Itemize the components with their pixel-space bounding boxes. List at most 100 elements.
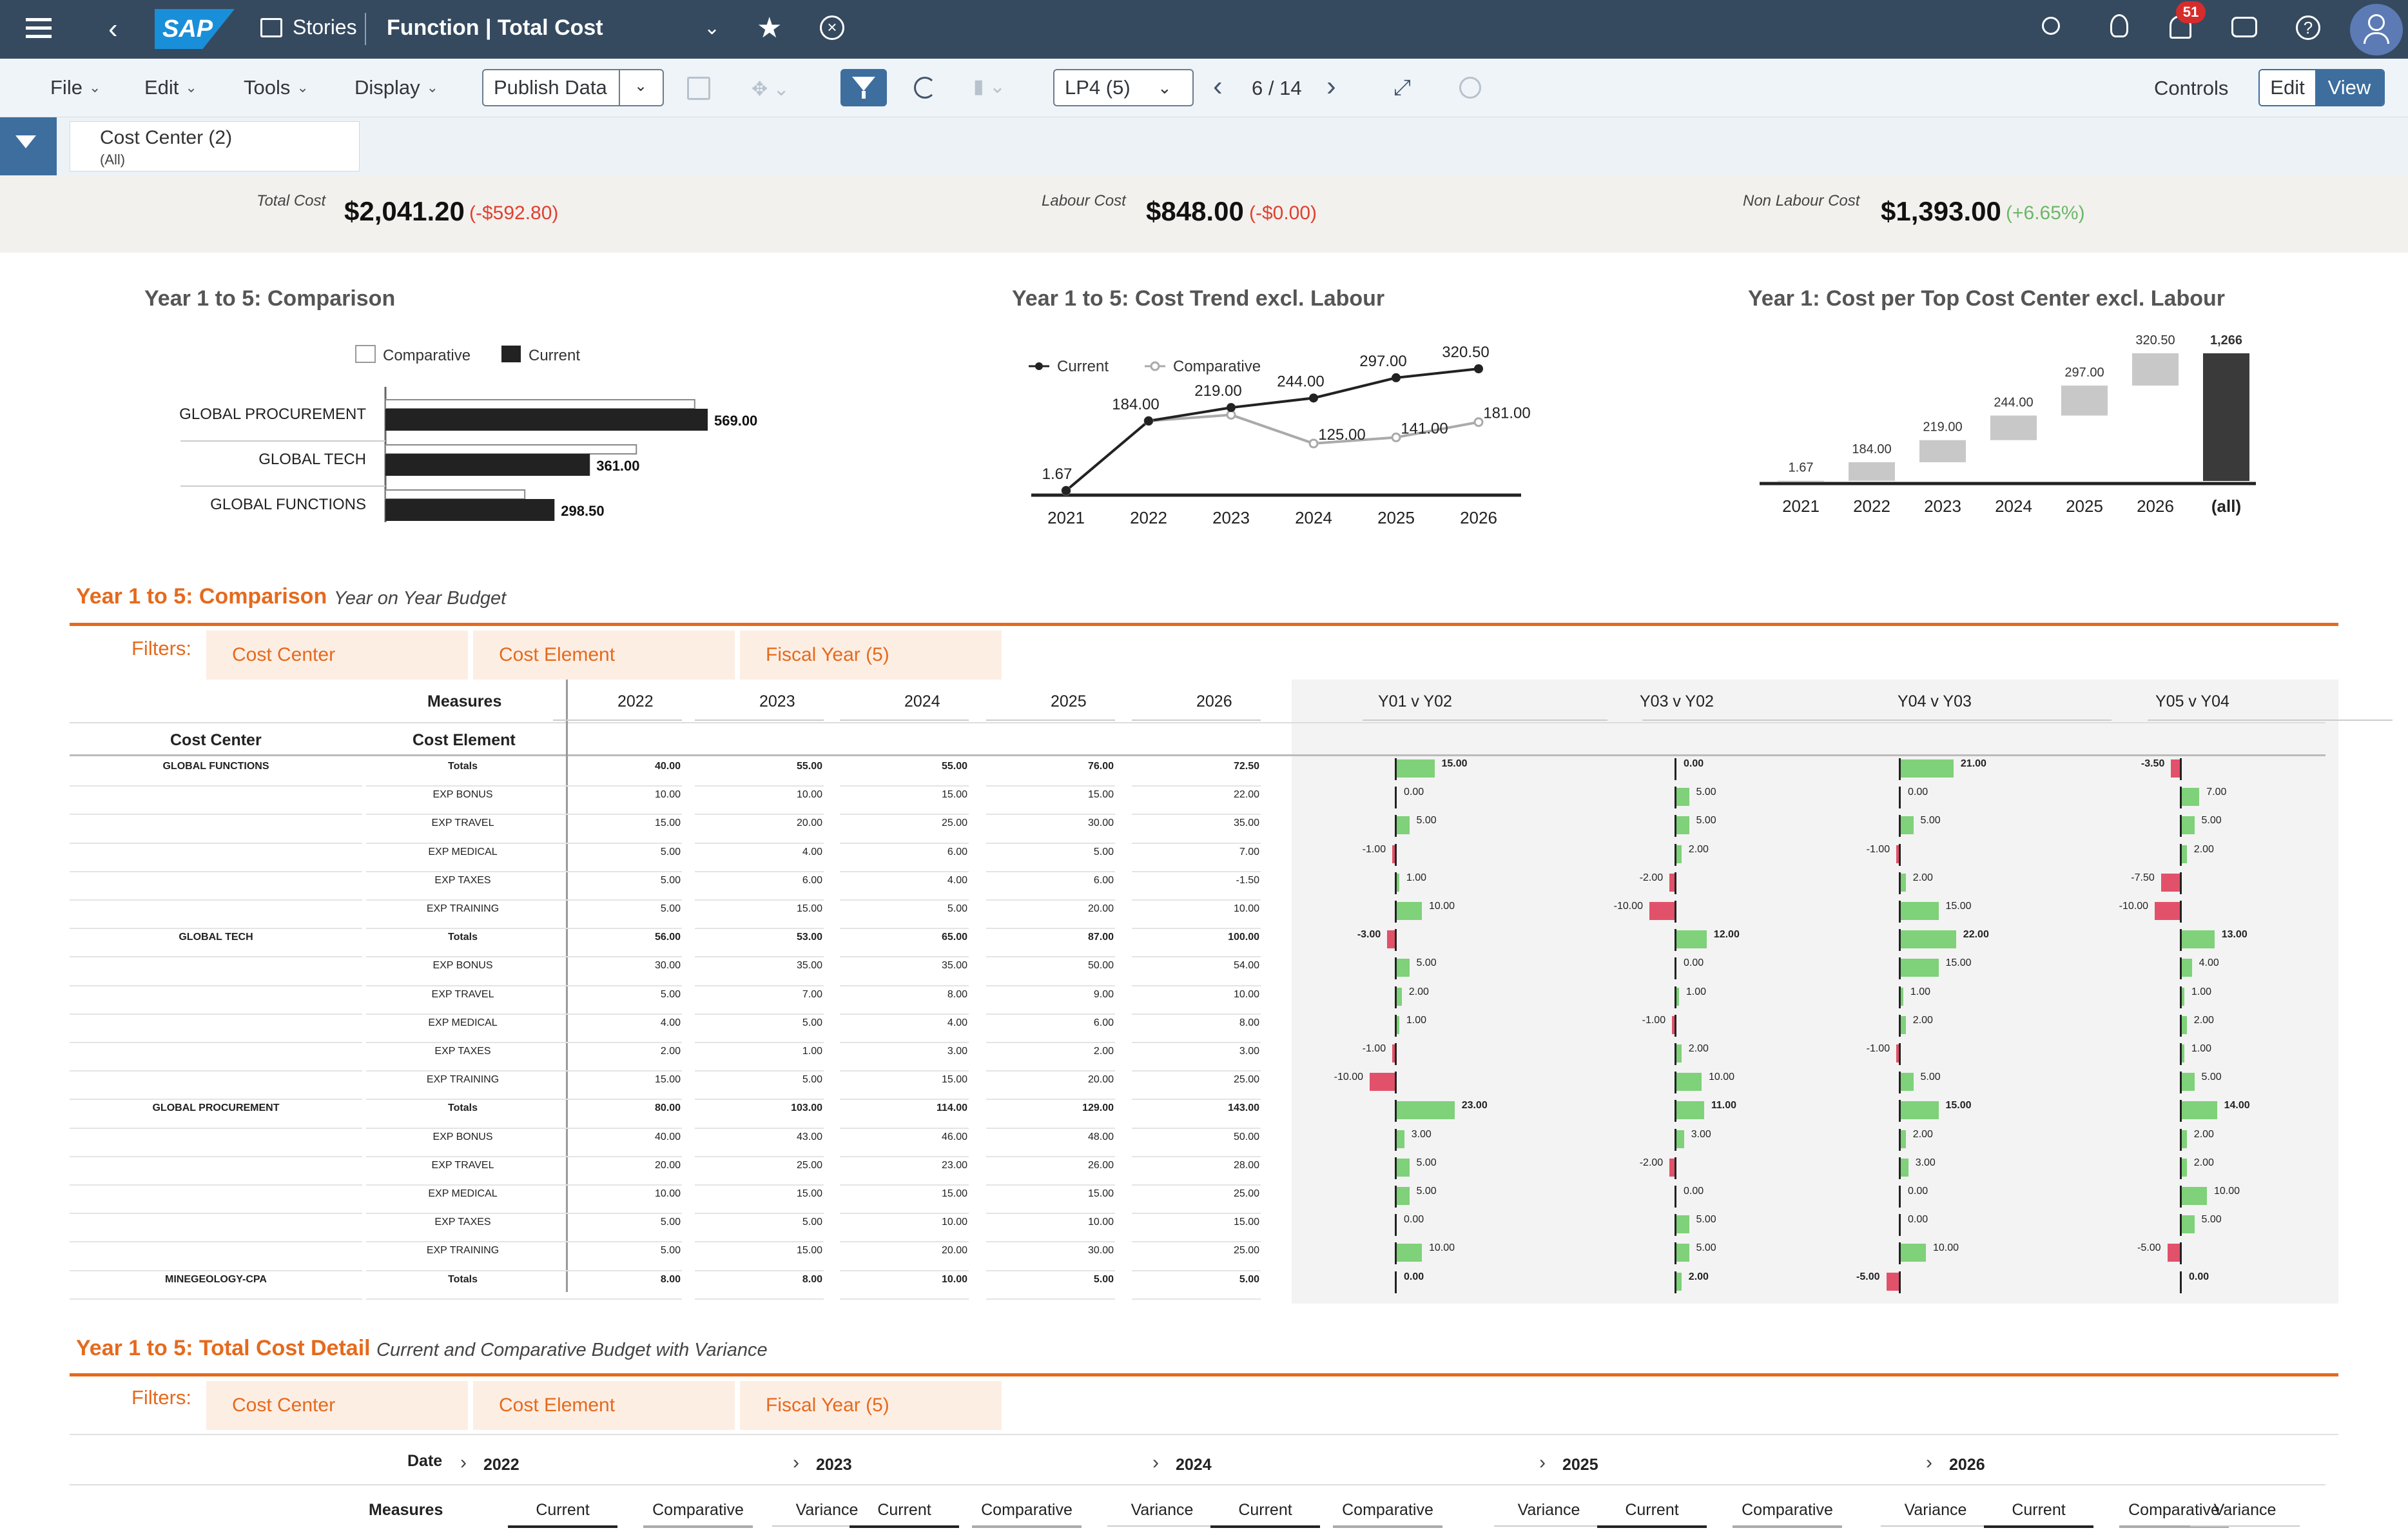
section1-filter-fiscal-year[interactable]: Fiscal Year (5) (740, 631, 1002, 680)
row-rule (840, 1099, 969, 1101)
variance-label: -2.00 (1639, 872, 1664, 883)
search-icon[interactable] (2042, 17, 2060, 35)
row-rule (840, 928, 969, 930)
value-cell: 15.00 (654, 1074, 681, 1086)
row-rule (366, 928, 559, 930)
row-rule (366, 1269, 559, 1271)
row-rule (70, 899, 362, 901)
variance-label: -10.00 (1334, 1072, 1363, 1083)
chevron-down-icon: ⌄ (426, 79, 439, 95)
variance-bar-positive (1901, 873, 1906, 892)
bar-current (385, 499, 555, 521)
display-menu[interactable]: Display ⌄ (354, 76, 438, 99)
section2-filter-cost-element[interactable]: Cost Element (473, 1381, 735, 1430)
value-cell: 46.00 (941, 1131, 967, 1142)
variance-axis (1899, 1072, 1901, 1094)
row-rule (366, 899, 559, 901)
data-label-comparative: 125.00 (1318, 426, 1365, 444)
value-cell: 6.00 (1093, 1017, 1114, 1028)
value-cell: 8.00 (947, 988, 967, 1000)
bar-value-label: 298.50 (561, 503, 604, 519)
chevron-down-icon[interactable]: ⌄ (619, 70, 661, 105)
row-rule (366, 814, 559, 816)
waterfall-bar (2203, 353, 2249, 481)
chevron-down-icon[interactable]: ⌄ (704, 17, 721, 39)
row-rule (1132, 870, 1261, 872)
row-rule (695, 928, 824, 930)
close-circle-icon[interactable]: × (820, 15, 844, 40)
cost-per-center-waterfall: 1.67 2021 184.00 2022 219.00 2023 244.00 2024 29… (1760, 335, 2256, 516)
row-rule (553, 1213, 682, 1215)
legend-marker-current (1035, 362, 1043, 370)
measure-column-header: Current (877, 1501, 931, 1519)
variance-axis (1899, 1100, 1901, 1122)
variance-axis (1395, 1043, 1397, 1065)
section1-filter-cost-element[interactable]: Cost Element (473, 631, 735, 680)
publish-data-button[interactable]: Publish Data ⌄ (482, 69, 664, 106)
variance-axis (1899, 1214, 1901, 1237)
value-cell: -1.50 (1236, 874, 1259, 886)
x-tick-label: 2025 (2066, 496, 2103, 516)
chevron-down-icon: ⌄ (1158, 77, 1172, 97)
fullscreen-icon[interactable]: ⤢ (1393, 75, 1412, 100)
variance-bar-negative (1886, 1272, 1899, 1291)
bookmark-icon: ▮ ⌄ (973, 76, 1005, 97)
row-rule (986, 870, 1115, 872)
row-rule (366, 1070, 559, 1072)
version-select[interactable]: LP4 (5) ⌄ (1053, 69, 1194, 106)
waterfall-bar (2061, 386, 2108, 416)
section2-filter-cost-center[interactable]: Cost Center (206, 1381, 468, 1430)
tools-menu[interactable]: Tools ⌄ (244, 76, 309, 99)
point-current (1144, 416, 1153, 426)
avatar[interactable] (2350, 4, 2403, 55)
variance-label: 0.00 (2189, 1271, 2209, 1282)
variance-label: 0.00 (1684, 1186, 1704, 1197)
row-rule (986, 1042, 1115, 1043)
variance-axis (2180, 901, 2182, 923)
cost-element-label: EXP BONUS (432, 789, 493, 801)
cost-center-label: GLOBAL FUNCTIONS (162, 761, 269, 772)
file-menu[interactable]: File ⌄ (50, 76, 101, 99)
back-icon[interactable]: ‹ (108, 13, 118, 44)
menu-icon[interactable] (26, 14, 52, 44)
row-rule (840, 956, 969, 958)
point-current (1392, 373, 1401, 382)
controls-link[interactable]: Controls (2154, 77, 2229, 99)
variance-label: 2.00 (1912, 1128, 1933, 1140)
row-rule (695, 1298, 824, 1300)
section1-subtitle: Year on Year Budget (334, 588, 507, 609)
lightbulb-icon[interactable] (2110, 14, 2128, 37)
variance-bar-negative (1896, 1044, 1899, 1062)
edit-mode-button[interactable]: Edit (2260, 70, 2315, 105)
filter-icon[interactable] (840, 69, 887, 106)
star-icon[interactable]: ★ (757, 12, 782, 44)
stories-link[interactable]: Stories (293, 15, 357, 39)
kpi-variance-labour: (-$0.00) (1249, 202, 1317, 224)
x-tick-label: 2022 (1853, 496, 1890, 516)
value-cell: 20.00 (941, 1245, 967, 1257)
variance-label: 10.00 (1429, 901, 1455, 912)
expand-chevron-icon: › (460, 1452, 467, 1473)
cost-center-label: MINEGEOLOGY-CPA (165, 1273, 267, 1285)
section2-filter-fiscal-year[interactable]: Fiscal Year (5) (740, 1381, 1002, 1430)
variance-label: -2.00 (1639, 1157, 1664, 1168)
cost-center-filter[interactable]: Cost Center (2) (All) (70, 121, 360, 171)
data-label-comparative: 181.00 (1483, 405, 1530, 422)
previous-page-icon[interactable]: ‹ (1213, 70, 1223, 102)
filter-panel-icon[interactable] (0, 117, 57, 175)
view-mode-button[interactable]: View (2315, 70, 2384, 105)
section1-filter-cost-center[interactable]: Cost Center (206, 631, 468, 680)
cost-element-label: EXP BONUS (432, 960, 493, 972)
variance-bar-positive (1676, 788, 1689, 807)
variance-axis (1395, 758, 1397, 780)
edit-label: Edit (144, 76, 179, 99)
variance-label: 1.00 (1685, 986, 1707, 997)
value-cell: 22.00 (1233, 789, 1259, 801)
edit-menu[interactable]: Edit ⌄ (144, 76, 197, 99)
help-icon[interactable]: ? (2296, 15, 2320, 40)
variance-axis (1395, 957, 1397, 980)
section2-rule (70, 1373, 2338, 1376)
feedback-icon[interactable] (2231, 17, 2257, 37)
refresh-icon[interactable] (914, 77, 936, 99)
next-page-icon[interactable]: › (1326, 70, 1336, 102)
